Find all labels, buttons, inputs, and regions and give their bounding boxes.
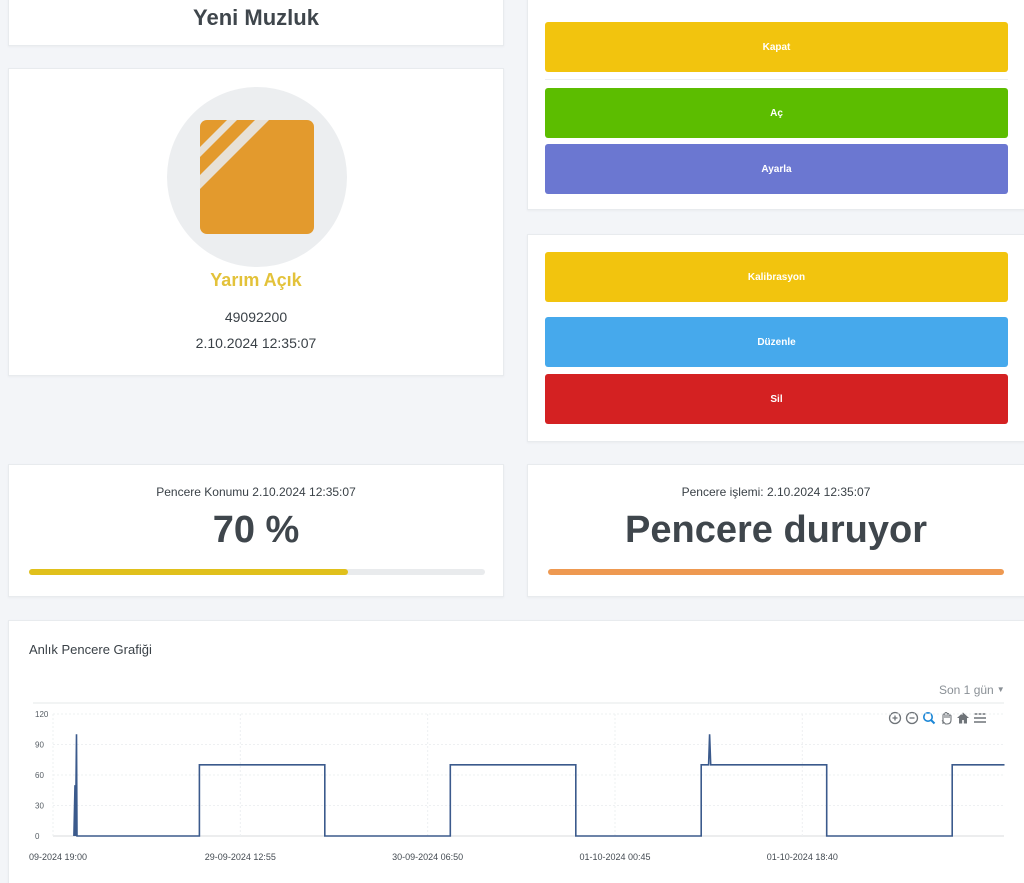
- x-tick-label: 01-10-2024 18:40: [767, 852, 838, 862]
- secondary-actions-card: Kalibrasyon Düzenle Sil: [527, 234, 1024, 442]
- time-range-dropdown[interactable]: Son 1 gün ▼: [939, 683, 1005, 697]
- device-id: 49092200: [224, 309, 288, 325]
- caret-down-icon: ▼: [996, 685, 1005, 694]
- x-tick-label: 09-2024 19:00: [29, 852, 87, 862]
- window-status-icon: [167, 87, 347, 267]
- y-tick-label: 30: [35, 802, 44, 811]
- y-tick-label: 60: [35, 771, 44, 780]
- operation-caption: Pencere işlemi: 2.10.2024 12:35:07: [681, 485, 871, 499]
- chart-title: Anlık Pencere Grafiği: [29, 642, 152, 657]
- zoom-select-icon[interactable]: [922, 711, 936, 725]
- operation-progress-bar: [548, 569, 1004, 575]
- window-operation-card: Pencere işlemi: 2.10.2024 12:35:07 Pence…: [527, 464, 1024, 597]
- pan-hand-icon[interactable]: [939, 711, 953, 725]
- delete-button[interactable]: Sil: [545, 374, 1008, 424]
- device-timestamp: 2.10.2024 12:35:07: [195, 335, 317, 351]
- device-status-card: Yarım Açık 49092200 2.10.2024 12:35:07: [8, 68, 504, 376]
- time-range-label: Son 1 gün: [939, 683, 994, 697]
- operation-progress-fill: [548, 569, 1004, 575]
- window-position-chart: 0 30 60 90 120 09-2024 19:00 29-09-2024 12:55 3…: [29, 702, 1005, 862]
- window-status-label: Yarım Açık: [210, 270, 302, 290]
- x-tick-label: 30-09-2024 06:50: [392, 852, 463, 862]
- open-button[interactable]: Aç: [545, 88, 1008, 138]
- calibration-button[interactable]: Kalibrasyon: [545, 252, 1008, 302]
- zoom-out-icon[interactable]: [905, 711, 919, 725]
- divider: [545, 79, 1008, 80]
- device-name: Yeni Muzluk: [193, 5, 319, 30]
- close-button[interactable]: Kapat: [545, 22, 1008, 72]
- y-tick-label: 0: [35, 832, 40, 841]
- chart-toolbar: [888, 711, 987, 725]
- adjust-button[interactable]: Ayarla: [545, 144, 1008, 194]
- y-tick-label: 90: [35, 741, 44, 750]
- zoom-in-icon[interactable]: [888, 711, 902, 725]
- device-title-card: Yeni Muzluk: [8, 0, 504, 46]
- window-chart-card: Anlık Pencere Grafiği Son 1 gün ▼ 0 30 60 90…: [8, 620, 1024, 883]
- operation-value: Pencere duruyor: [625, 509, 927, 551]
- x-tick-label: 29-09-2024 12:55: [205, 852, 276, 862]
- primary-actions-card: Kapat Aç Ayarla: [527, 0, 1024, 210]
- position-value: 70 %: [212, 509, 300, 551]
- position-caption: Pencere Konumu 2.10.2024 12:35:07: [156, 485, 356, 499]
- home-icon[interactable]: [956, 711, 970, 725]
- position-progress-bar: [29, 569, 485, 575]
- series-line: [73, 734, 1005, 837]
- x-tick-label: 01-10-2024 00:45: [579, 852, 650, 862]
- window-position-card: Pencere Konumu 2.10.2024 12:35:07 70 %: [8, 464, 504, 597]
- menu-icon[interactable]: [973, 711, 987, 725]
- position-progress-fill: [29, 569, 349, 575]
- y-tick-label: 120: [35, 710, 49, 719]
- edit-button[interactable]: Düzenle: [545, 317, 1008, 367]
